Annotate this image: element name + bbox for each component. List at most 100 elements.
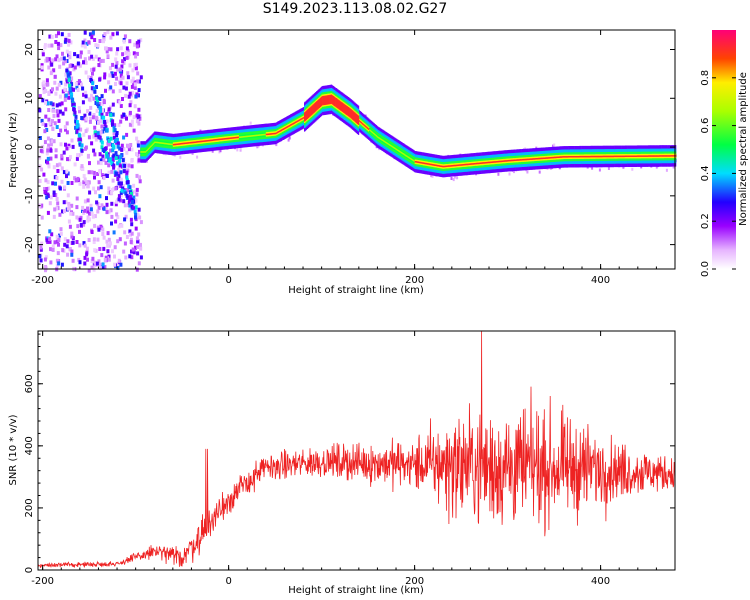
- spectrogram-ridge-cell: [237, 136, 240, 139]
- spectrogram-cell: [135, 113, 139, 118]
- spectrogram-cell: [69, 90, 73, 95]
- spectrogram-cell: [71, 258, 75, 263]
- spectrogram-cell: [51, 247, 55, 252]
- spectrogram-cell: [139, 75, 143, 80]
- spectrogram-cell: [118, 163, 122, 168]
- spectrogram-cell: [66, 206, 70, 211]
- spectrogram-cell: [44, 100, 47, 105]
- spectrogram-cell: [112, 163, 116, 168]
- spectrogram-cell: [82, 222, 86, 227]
- spectrogram-cell: [82, 132, 86, 137]
- spectrogram-cell: [107, 209, 111, 214]
- spectrogram-cell: [102, 39, 105, 44]
- spectrogram-cell: [128, 122, 132, 127]
- spectrogram-cell: [57, 133, 61, 137]
- spectrogram-cell: [135, 41, 139, 46]
- spectrogram-cell: [85, 252, 89, 257]
- spectrogram-ridge-cell: [153, 142, 155, 144]
- spectrogram-cell: [125, 116, 128, 121]
- spectrogram-ridge-cell: [223, 138, 225, 140]
- spectrogram-cell: [89, 203, 93, 208]
- spectrogram-cell: [124, 214, 128, 219]
- spectrogram-cell: [87, 153, 90, 158]
- spectrogram-ridge-cell: [197, 141, 199, 143]
- spectrogram-cell: [131, 90, 135, 95]
- spectrogram-cell: [99, 185, 103, 190]
- spectrogram-cell: [77, 79, 81, 84]
- spectrogram-cell: [655, 165, 658, 169]
- spectrogram-cell: [239, 147, 242, 151]
- spectrogram-ridge-cell: [205, 140, 207, 142]
- spectrogram-cell: [70, 231, 74, 236]
- spectrogram-cell: [98, 247, 102, 251]
- spectrogram-ridge-cell: [164, 142, 166, 145]
- spectrogram-cell: [42, 80, 46, 85]
- spectrogram-cell: [105, 128, 109, 133]
- spectrogram-ridge-cell: [175, 143, 177, 146]
- spectrogram-cell: [54, 154, 58, 159]
- spectrogram-ridge-cell: [219, 138, 221, 141]
- spectrogram-ridge-cell: [215, 139, 217, 141]
- spectrogram-cell: [129, 240, 133, 244]
- spectrogram-cell: [138, 116, 142, 121]
- spectrogram-ridge-cell: [253, 134, 255, 137]
- spectrogram-cell: [116, 161, 120, 166]
- spectrogram-cell: [108, 66, 112, 71]
- spectrogram-cell: [55, 125, 59, 129]
- spectrogram-cell: [41, 98, 45, 103]
- spectrogram-cell: [128, 208, 132, 213]
- spectrogram-cell: [118, 100, 122, 105]
- spectrogram-cell: [82, 210, 86, 215]
- spectrogram-cell: [119, 262, 123, 267]
- spectrogram-cell: [93, 38, 97, 42]
- spectrogram-cell: [49, 89, 53, 94]
- spectrogram-ridge-cell: [148, 147, 150, 149]
- spectrogram-cell: [43, 140, 47, 145]
- spectrogram-cell: [111, 178, 115, 183]
- spectrogram-cell: [133, 42, 137, 47]
- spectrogram-cell: [132, 195, 136, 200]
- spectrogram-cell: [138, 215, 142, 220]
- spectrogram-cell: [57, 58, 61, 63]
- spectrogram-cell: [98, 97, 102, 101]
- spectrogram-cell: [84, 60, 88, 65]
- spectrogram-cell: [116, 144, 120, 149]
- spectrogram-cell: [135, 267, 139, 272]
- spectrogram-cell: [117, 224, 121, 229]
- spectrogram-cell: [91, 81, 95, 86]
- spectrogram-cell: [56, 113, 60, 118]
- spectrogram-cell: [76, 54, 80, 59]
- spectrogram-ridge-cell: [181, 142, 183, 145]
- spectrogram-ridge-cell: [258, 134, 260, 136]
- spectrogram-cell: [46, 136, 50, 141]
- spectrogram-cell: [96, 237, 100, 242]
- spectrogram-cell: [450, 177, 453, 180]
- spectrogram-cell: [49, 247, 52, 252]
- spectrogram-cell: [94, 54, 98, 59]
- spectrogram-ridge-cell: [295, 121, 297, 123]
- spectrogram-cell: [58, 186, 62, 191]
- spectrogram-cell: [93, 175, 96, 180]
- spectrogram-cell: [47, 65, 51, 70]
- spectrogram-cell: [68, 247, 72, 252]
- spectrogram-cell: [106, 30, 110, 35]
- spectrogram-ridge-cell: [173, 143, 176, 146]
- spectrogram-cell: [97, 259, 101, 264]
- spectrogram-cell: [256, 145, 259, 149]
- spectrogram-cell: [120, 64, 124, 69]
- spectrogram-cell: [128, 103, 132, 108]
- spectrogram-cell: [591, 166, 594, 170]
- spectrogram-cell: [62, 170, 66, 175]
- spectrogram-cell: [85, 116, 89, 121]
- spectrogram-cell: [62, 150, 66, 155]
- spectrogram-cell: [111, 89, 115, 94]
- spectrogram-ridge-cell: [234, 137, 236, 139]
- spectrogram-cell: [95, 102, 99, 107]
- spectrogram-cell: [104, 206, 108, 211]
- spectrogram-ridge-cell: [144, 151, 146, 153]
- spectrogram-cell: [211, 149, 214, 153]
- spectrogram-cell: [102, 98, 106, 103]
- spectrogram-cell: [65, 146, 69, 151]
- spectrogram-cell: [49, 260, 53, 265]
- spectrogram-ridge-cell: [297, 120, 299, 122]
